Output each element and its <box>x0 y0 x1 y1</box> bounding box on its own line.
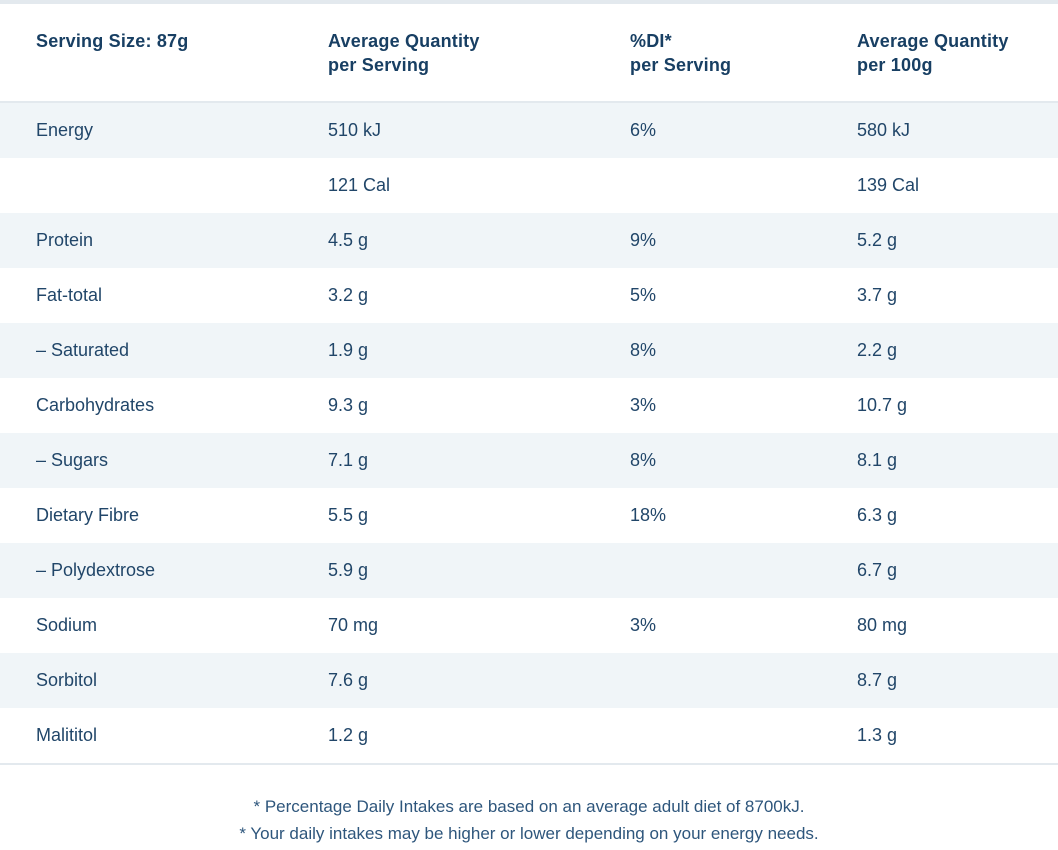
per-100g-value-cell: 6.7 g <box>857 560 898 580</box>
nutrient-label-cell: – Saturated <box>36 340 130 360</box>
per-serving-value-cell: 5.9 g <box>328 560 369 580</box>
footnote-daily-intake-basis: * Percentage Daily Intakes are based on … <box>253 797 805 816</box>
di-percent-value-cell: 3% <box>630 615 657 635</box>
header-line: per 100g <box>857 55 933 75</box>
table-row: – Saturated 1.9 g 8% 2.2 g <box>0 323 1058 378</box>
header-di-per-serving: %DI* per Serving <box>630 29 857 77</box>
per-100g-value-cell: 139 Cal <box>857 175 920 195</box>
di-percent-value-cell: 5% <box>630 285 657 305</box>
per-serving-value-cell: 9.3 g <box>328 395 369 415</box>
header-line: per Serving <box>630 55 732 75</box>
per-100g-value-cell: 580 kJ <box>857 120 911 140</box>
per-serving-value-cell: 121 Cal <box>328 175 391 195</box>
per-serving-value-cell: 510 kJ <box>328 120 382 140</box>
di-percent-value-cell: 3% <box>630 395 657 415</box>
per-serving-value-cell: 5.5 g <box>328 505 369 525</box>
per-serving-value-cell: 1.9 g <box>328 340 369 360</box>
table-row: Sorbitol 7.6 g 8.7 g <box>0 653 1058 708</box>
table-row: Carbohydrates 9.3 g 3% 10.7 g <box>0 378 1058 433</box>
per-100g-value-cell: 1.3 g <box>857 725 898 745</box>
di-percent-value-cell: 6% <box>630 120 657 140</box>
per-100g-value-cell: 3.7 g <box>857 285 898 305</box>
nutrient-label-cell: Sorbitol <box>36 670 98 690</box>
per-100g-value-cell: 8.7 g <box>857 670 898 690</box>
nutrient-label-cell: Carbohydrates <box>36 395 155 415</box>
nutrient-label-cell: – Sugars <box>36 450 109 470</box>
table-row: Fat-total 3.2 g 5% 3.7 g <box>0 268 1058 323</box>
header-serving-size: Serving Size: 87g <box>0 29 328 77</box>
header-average-quantity-per-100g: Average Quantity per 100g <box>857 29 1058 77</box>
table-row: Dietary Fibre 5.5 g 18% 6.3 g <box>0 488 1058 543</box>
footnote-energy-needs: * Your daily intakes may be higher or lo… <box>239 824 819 843</box>
nutrient-label-cell: Protein <box>36 230 94 250</box>
header-line: Average Quantity <box>328 31 480 51</box>
table-top-rule <box>0 0 1058 4</box>
table-row: Sodium 70 mg 3% 80 mg <box>0 598 1058 653</box>
table-row: Energy 510 kJ 6% 580 kJ <box>0 103 1058 158</box>
nutrient-label-cell: Dietary Fibre <box>36 505 140 525</box>
per-serving-value-cell: 4.5 g <box>328 230 369 250</box>
table-row: Protein 4.5 g 9% 5.2 g <box>0 213 1058 268</box>
per-100g-value-cell: 80 mg <box>857 615 908 635</box>
table-row: – Polydextrose 5.9 g 6.7 g <box>0 543 1058 598</box>
per-100g-value-cell: 2.2 g <box>857 340 898 360</box>
di-percent-value-cell: 8% <box>630 450 657 470</box>
header-line: %DI* <box>630 31 672 51</box>
header-line: per Serving <box>328 55 430 75</box>
per-serving-value-cell: 7.6 g <box>328 670 369 690</box>
nutrient-label-cell: Sodium <box>36 615 98 635</box>
nutrient-label-cell: Energy <box>36 120 94 140</box>
nutrient-label-cell: Fat-total <box>36 285 103 305</box>
per-100g-value-cell: 10.7 g <box>857 395 908 415</box>
nutrient-label-cell: – Polydextrose <box>36 560 156 580</box>
per-serving-value-cell: 3.2 g <box>328 285 369 305</box>
header-serving-size-label: Serving Size: 87g <box>36 31 189 51</box>
per-100g-value-cell: 6.3 g <box>857 505 898 525</box>
di-percent-value-cell: 18% <box>630 505 667 525</box>
header-separator-rule <box>0 101 1058 103</box>
per-serving-value-cell: 1.2 g <box>328 725 369 745</box>
footnotes: * Percentage Daily Intakes are based on … <box>0 793 1058 847</box>
table-bottom-rule <box>0 763 1058 765</box>
per-100g-value-cell: 5.2 g <box>857 230 898 250</box>
header-line: Average Quantity <box>857 31 1009 51</box>
per-serving-value-cell: 70 mg <box>328 615 379 635</box>
header-average-quantity-per-serving: Average Quantity per Serving <box>328 29 630 77</box>
table-body: Energy 510 kJ 6% 580 kJ 121 Cal 139 Cal … <box>0 103 1058 763</box>
di-percent-value-cell: 8% <box>630 340 657 360</box>
table-row: 121 Cal 139 Cal <box>0 158 1058 213</box>
table-row: – Sugars 7.1 g 8% 8.1 g <box>0 433 1058 488</box>
table-row: Malititol 1.2 g 1.3 g <box>0 708 1058 763</box>
nutrient-label-cell: Malititol <box>36 725 98 745</box>
per-100g-value-cell: 8.1 g <box>857 450 898 470</box>
per-serving-value-cell: 7.1 g <box>328 450 369 470</box>
di-percent-value-cell: 9% <box>630 230 657 250</box>
table-header-row: Serving Size: 87g Average Quantity per S… <box>0 4 1058 101</box>
